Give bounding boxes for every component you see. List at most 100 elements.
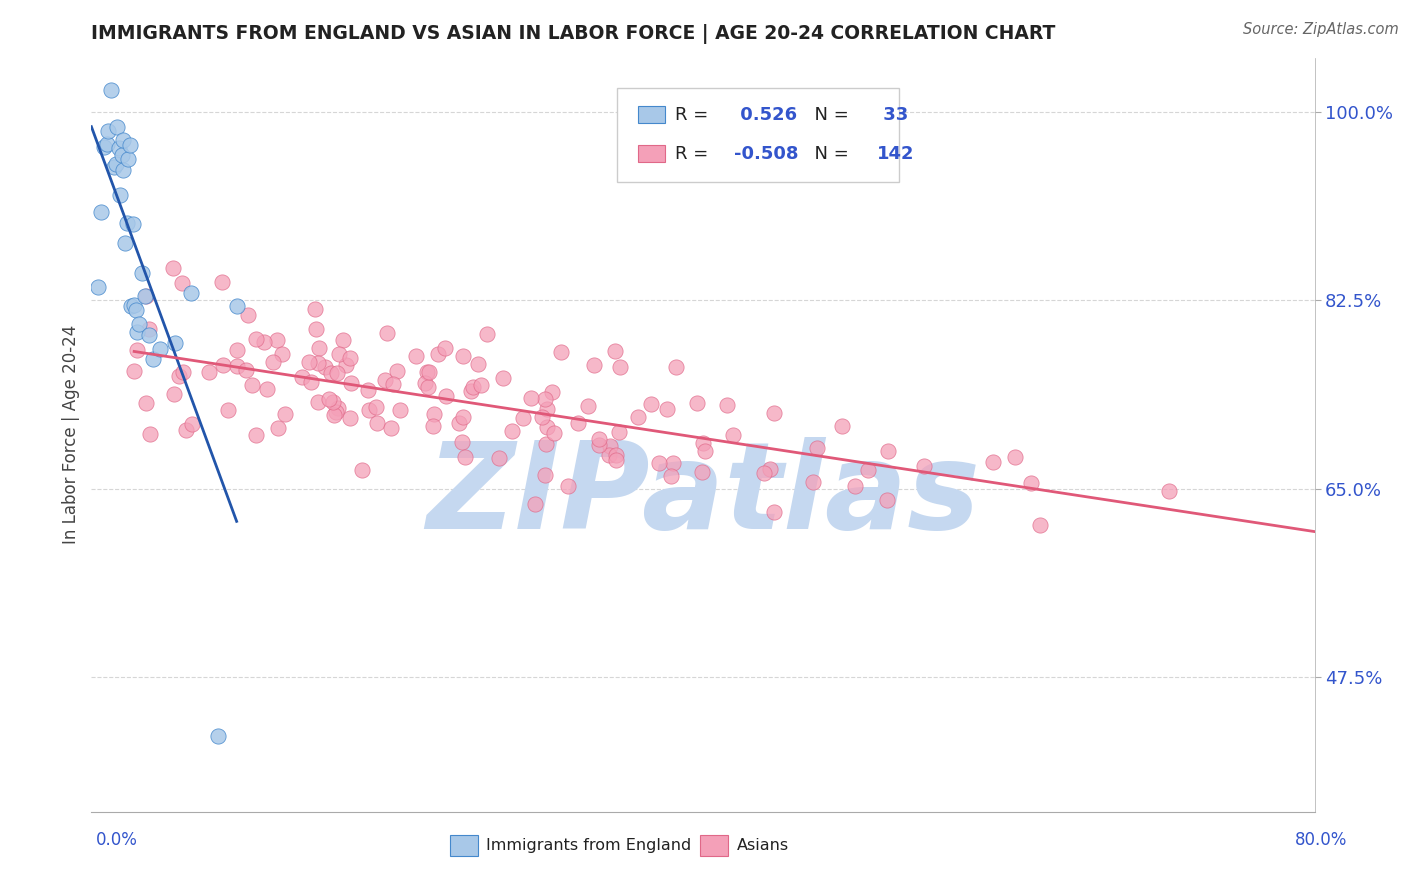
- Point: [110, 188, 132, 202]
- Point: [803, 475, 825, 490]
- Point: [359, 402, 381, 417]
- Point: [235, 363, 257, 377]
- Point: [291, 369, 314, 384]
- Point: [605, 343, 627, 358]
- Point: [339, 410, 361, 425]
- Point: [449, 416, 471, 430]
- Point: [541, 385, 564, 400]
- Point: [127, 326, 149, 340]
- Point: [127, 343, 149, 358]
- Point: [762, 505, 785, 519]
- Point: [598, 448, 620, 462]
- Point: [664, 360, 686, 375]
- Point: [416, 365, 439, 379]
- Point: [121, 217, 143, 231]
- Point: [716, 399, 738, 413]
- Point: [163, 387, 186, 401]
- Text: 33: 33: [877, 105, 908, 123]
- Point: [426, 347, 449, 361]
- Point: [1019, 476, 1042, 491]
- Point: [120, 299, 142, 313]
- Point: [262, 354, 284, 368]
- Point: [314, 359, 336, 374]
- Point: [339, 351, 361, 365]
- Point: [423, 407, 446, 421]
- Point: [111, 148, 134, 162]
- Point: [245, 428, 267, 442]
- Point: [340, 376, 363, 391]
- Point: [388, 403, 411, 417]
- Point: [108, 140, 131, 154]
- Point: [112, 133, 135, 147]
- Point: [225, 343, 247, 358]
- Point: [135, 289, 157, 303]
- Point: [104, 157, 127, 171]
- Point: [322, 408, 344, 422]
- Point: [357, 383, 380, 397]
- Point: [335, 358, 357, 372]
- Point: [831, 419, 853, 434]
- Text: R =: R =: [675, 145, 714, 162]
- Point: [90, 205, 112, 219]
- FancyBboxPatch shape: [617, 88, 898, 182]
- FancyBboxPatch shape: [638, 145, 665, 162]
- Point: [165, 335, 187, 350]
- Point: [981, 454, 1004, 468]
- Point: [326, 401, 349, 415]
- Point: [225, 299, 247, 313]
- Point: [380, 421, 402, 435]
- Point: [588, 432, 610, 446]
- Point: [162, 261, 184, 276]
- Point: [599, 439, 621, 453]
- Point: [413, 376, 436, 391]
- Point: [326, 366, 349, 380]
- Point: [180, 285, 202, 300]
- Point: [134, 289, 156, 303]
- Point: [139, 426, 162, 441]
- Point: [375, 326, 398, 340]
- Point: [434, 389, 457, 403]
- Point: [723, 428, 745, 442]
- Point: [350, 463, 373, 477]
- Point: [461, 380, 484, 394]
- Point: [576, 399, 599, 413]
- Text: R =: R =: [675, 105, 714, 123]
- Point: [418, 380, 440, 394]
- Point: [588, 438, 610, 452]
- Point: [512, 410, 534, 425]
- Point: [322, 395, 344, 409]
- Point: [627, 410, 650, 425]
- Text: 142: 142: [877, 145, 914, 162]
- Text: Immigrants from England: Immigrants from England: [486, 838, 692, 853]
- Point: [433, 341, 456, 355]
- Point: [876, 492, 898, 507]
- Point: [103, 160, 125, 174]
- Point: [648, 457, 671, 471]
- Point: [321, 366, 343, 380]
- Point: [308, 341, 330, 355]
- Point: [141, 351, 163, 366]
- Point: [122, 364, 145, 378]
- Point: [149, 342, 172, 356]
- Point: [307, 355, 329, 369]
- Point: [536, 420, 558, 434]
- Point: [659, 469, 682, 483]
- Point: [530, 409, 553, 424]
- Point: [533, 468, 555, 483]
- Point: [328, 347, 350, 361]
- Point: [245, 332, 267, 346]
- Point: [325, 405, 347, 419]
- Point: [125, 303, 148, 318]
- Point: [105, 120, 128, 135]
- Point: [609, 359, 631, 374]
- Point: [366, 416, 388, 430]
- Point: [557, 479, 579, 493]
- Point: [138, 321, 160, 335]
- Point: [451, 349, 474, 363]
- Point: [128, 317, 150, 331]
- Point: [567, 416, 589, 430]
- Point: [167, 369, 190, 384]
- Point: [912, 459, 935, 474]
- Text: 80.0%: 80.0%: [1295, 831, 1347, 849]
- Point: [174, 423, 197, 437]
